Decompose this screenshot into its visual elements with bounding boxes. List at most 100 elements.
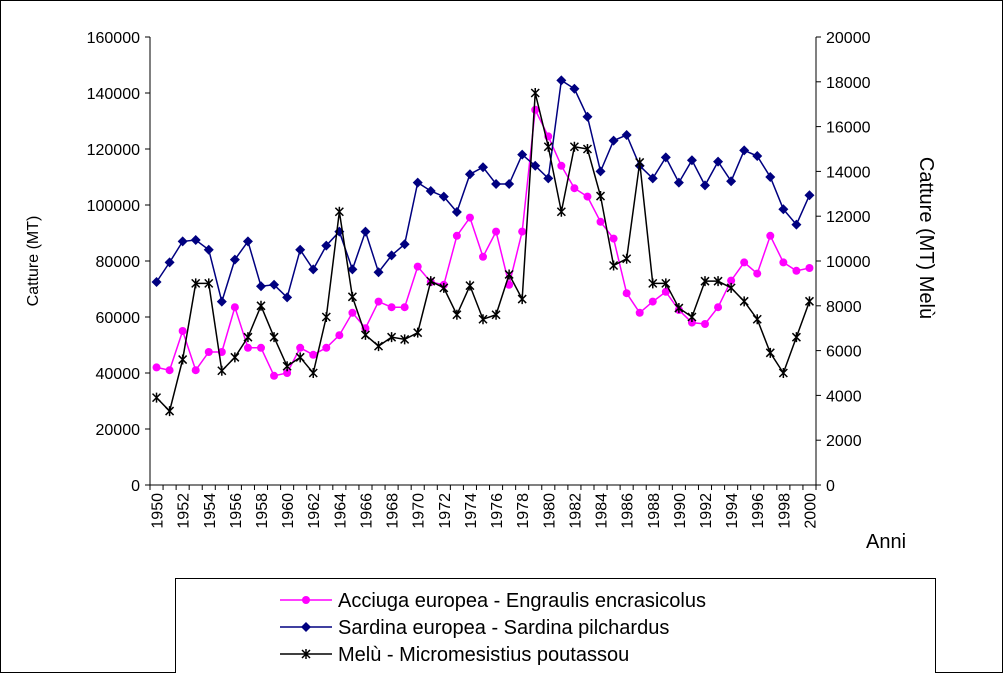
legend-marker	[301, 622, 311, 632]
point	[191, 278, 201, 289]
point	[152, 363, 161, 372]
x-tick-label: 1954	[202, 493, 219, 529]
y-tick-label: 80000	[96, 254, 141, 271]
x-tick-label: 1952	[176, 493, 193, 529]
point	[779, 258, 788, 267]
point	[334, 206, 344, 217]
point	[609, 260, 619, 271]
point	[412, 177, 423, 188]
x-axis-title: Anni	[866, 531, 906, 553]
point	[530, 160, 541, 171]
point	[700, 276, 710, 287]
point	[504, 269, 514, 280]
point	[622, 289, 631, 298]
point	[517, 294, 527, 305]
point	[805, 264, 814, 272]
y2-tick-label: 16000	[826, 120, 871, 137]
point	[269, 279, 280, 290]
point	[635, 157, 645, 168]
point	[270, 371, 279, 380]
y-tick-label: 60000	[96, 310, 141, 327]
point	[726, 282, 736, 293]
point	[752, 151, 763, 161]
point	[674, 303, 684, 314]
point	[452, 231, 461, 240]
point	[765, 347, 775, 358]
point	[257, 343, 265, 352]
point	[570, 184, 579, 193]
x-tick-label: 1970	[411, 493, 428, 529]
point	[374, 297, 383, 306]
point	[792, 266, 801, 275]
point	[413, 262, 422, 271]
point	[386, 250, 397, 261]
point	[752, 314, 762, 325]
point	[517, 149, 528, 160]
point	[309, 350, 318, 359]
point	[452, 309, 462, 320]
point	[347, 264, 358, 275]
x-tick-label: 1986	[620, 493, 637, 529]
point	[778, 368, 788, 378]
point	[713, 276, 723, 287]
point	[322, 343, 331, 352]
point	[360, 226, 371, 237]
point	[766, 231, 775, 240]
point	[479, 252, 487, 261]
y2-tick-label: 8000	[826, 299, 862, 316]
point	[687, 312, 697, 322]
point	[740, 258, 749, 267]
point	[687, 318, 696, 327]
point	[621, 130, 632, 140]
y2-tick-label: 4000	[826, 388, 862, 405]
point	[804, 296, 815, 307]
y2-tick-label: 10000	[826, 254, 871, 271]
point	[282, 292, 293, 303]
point	[608, 135, 619, 146]
point	[256, 300, 266, 311]
x-tick-label: 1966	[358, 493, 375, 529]
x-tick-label: 1964	[332, 493, 349, 529]
y2-tick-label: 12000	[826, 209, 871, 226]
point	[256, 281, 266, 292]
point	[713, 156, 724, 167]
point	[531, 105, 540, 114]
x-tick-label: 1962	[306, 493, 323, 529]
y2-tick-label: 20000	[826, 30, 871, 47]
point	[151, 277, 162, 287]
y2-tick-label: 18000	[826, 75, 871, 92]
point	[335, 331, 344, 340]
point	[465, 280, 475, 291]
y-tick-label: 0	[131, 478, 140, 495]
point	[296, 343, 305, 352]
point	[204, 278, 214, 289]
point	[216, 296, 227, 307]
point	[596, 217, 605, 226]
point	[191, 366, 200, 375]
point	[661, 287, 670, 296]
point	[635, 308, 644, 317]
point	[530, 88, 540, 98]
y2-tick-label: 14000	[826, 164, 871, 181]
x-tick-label: 1972	[437, 493, 454, 529]
point	[426, 276, 436, 287]
point	[308, 264, 319, 275]
point	[609, 234, 618, 243]
x-tick-label: 1958	[254, 493, 271, 529]
point	[178, 354, 188, 365]
point	[230, 352, 240, 363]
y-tick-label: 40000	[96, 366, 141, 383]
point	[648, 297, 657, 306]
point	[673, 177, 684, 188]
point	[556, 206, 566, 217]
point	[178, 327, 187, 335]
point	[465, 213, 474, 222]
point	[660, 152, 671, 163]
point	[778, 204, 789, 215]
x-tick-label: 1974	[463, 493, 480, 529]
point	[478, 162, 488, 173]
x-tick-label: 1950	[150, 493, 167, 529]
point	[229, 254, 240, 265]
point	[543, 173, 554, 184]
